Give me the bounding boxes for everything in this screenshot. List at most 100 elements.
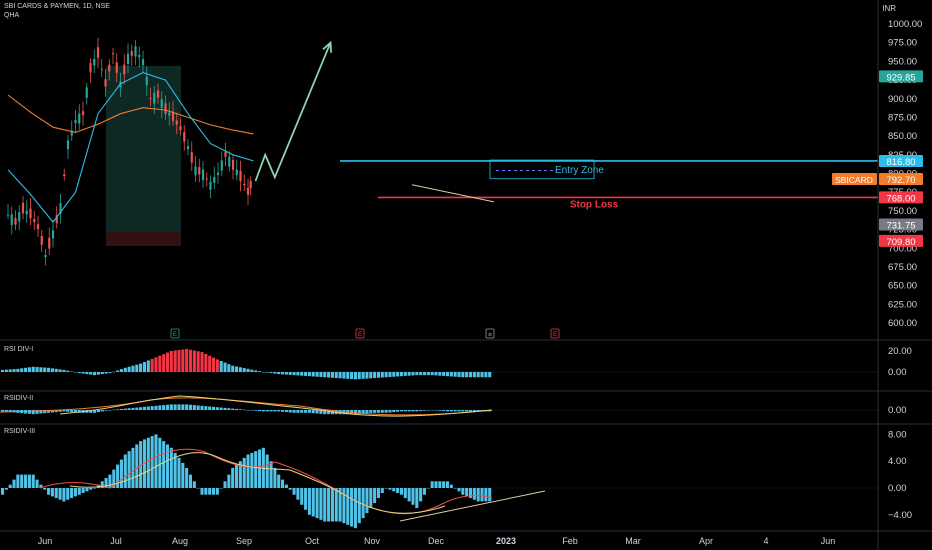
candle-body (186, 146, 190, 150)
rsi-div-2-bar (142, 406, 146, 410)
rsi-div-3-bar (185, 467, 189, 488)
rsi-div-2-bar (150, 406, 154, 410)
rsi3-signal-line (39, 448, 493, 515)
rsi-div-2-bar (77, 410, 81, 413)
rsi-div-2-bar (407, 410, 411, 412)
rsi-div-3-bar (223, 481, 227, 488)
x-axis-label: Apr (699, 536, 713, 546)
rsi-div-2-bar (411, 410, 415, 412)
rsi-div-2-bar (365, 410, 369, 414)
rsi-div-3-bar (250, 452, 254, 488)
x-axis-label: 2023 (496, 536, 516, 546)
rsi-div-3-bar (380, 488, 384, 494)
rsi-div-3-bar (415, 488, 419, 509)
candle-body (25, 210, 28, 215)
rsi-div-1-bar (81, 372, 85, 374)
rsi-div-3-bar (154, 434, 158, 488)
rsi-div-3-bar (62, 488, 66, 502)
candle-body (51, 230, 55, 239)
rsi-div-2-bar (181, 404, 185, 410)
rsi-div-2-bar (8, 410, 12, 413)
rsi-div-3-bar (327, 488, 331, 522)
rsi-div-1-bar (334, 372, 338, 379)
rsi-div-3-bar (24, 474, 28, 488)
rsi-div-2-bar (158, 405, 162, 410)
rsi-div-3-bar (196, 488, 200, 489)
rsi-div-3-bar (204, 488, 208, 495)
rsi-div-2-bar (319, 410, 323, 414)
candle-body (160, 99, 163, 108)
rsi-div-2-bar (415, 410, 419, 412)
rsi-div-1-bar (165, 352, 170, 372)
candle-body (89, 63, 92, 73)
candle-body (164, 103, 167, 114)
price-tick-label: 650.00 (888, 281, 917, 292)
price-tick-label: 850.00 (888, 131, 917, 142)
rsi-div-3-pane[interactable] (0, 434, 878, 529)
candle-body (243, 183, 246, 186)
rsi-div-1-bar (472, 372, 476, 378)
candle-body (231, 159, 235, 170)
rsi-div-3-bar (231, 467, 235, 488)
rsi-div-3-bar (457, 488, 461, 492)
price-tick-label: 900.00 (888, 94, 917, 105)
rsi-div-3-bar (150, 436, 154, 488)
candle-body (29, 208, 32, 219)
rsi-div-1-bar (304, 372, 308, 376)
rsi-div-3-bar (442, 481, 446, 488)
rsi-div-2-bar (246, 410, 250, 411)
ticker-badge (832, 172, 877, 185)
rsi-div-1-bar (89, 372, 93, 375)
rsi-div-2-bar (96, 410, 100, 413)
rsi-div-2-bar (123, 408, 127, 410)
rsi-div-3-bar (188, 474, 193, 488)
rsi-div-1-bar (330, 372, 334, 378)
rsi-div-3-bar (284, 484, 288, 488)
rsi-div-1-bar (338, 372, 342, 379)
rsi-div-1-bar (20, 368, 24, 372)
rsi-div-2-bar (357, 410, 361, 414)
candle-body (33, 218, 36, 223)
rsi-div-3-bar (369, 488, 373, 509)
x-axis-label: Feb (562, 536, 578, 546)
rsi-div-2-bar (288, 410, 292, 413)
rsi-div-2-bar (338, 410, 342, 415)
rsi-div-1-bar (392, 372, 396, 377)
rsi-div-3-bar (438, 481, 442, 488)
rsi-div-3-bar (334, 488, 338, 522)
price-label-badge (879, 70, 923, 83)
rsi-div-2-bar (58, 410, 62, 412)
rsi-div-2-bar (369, 410, 373, 413)
candle-body (6, 214, 10, 216)
price-pane[interactable]: Entry Zone Stop Loss E E ⌀ E (6, 37, 878, 339)
candle-body (36, 224, 40, 230)
rsi-div-2-bar (449, 410, 453, 412)
candle-body (115, 62, 118, 73)
candle-body (70, 130, 73, 136)
rsi-div-3-bar (85, 488, 89, 492)
rsi-div-3-bar (484, 488, 488, 502)
rsi-div-1-bar (54, 368, 58, 372)
rsi-div-2-bar (388, 410, 392, 413)
rsi-div-3-bar (365, 488, 369, 514)
rsi-div-2-tick-label: 0.00 (888, 405, 907, 416)
rsi-div-3-bar (169, 447, 173, 488)
candle-body (201, 169, 205, 181)
candle-body (228, 156, 231, 167)
rsi-div-1-pane[interactable] (0, 348, 878, 380)
position-stop-zone (106, 231, 181, 247)
candle-body (21, 202, 25, 214)
rsi-div-2-bar (258, 410, 262, 412)
rsi-div-2-bar (453, 410, 457, 412)
candle-body (149, 98, 152, 100)
rsi-div-1-bar (319, 372, 323, 377)
rsi-div-2-bar (227, 408, 231, 410)
rsi-div-2-bar (1, 410, 5, 412)
candle-body (100, 68, 103, 70)
candle-body (179, 126, 182, 131)
rsi-div-1-bar (139, 363, 143, 372)
rsi-div-2-pane[interactable] (0, 395, 878, 417)
price-label-badge (879, 218, 923, 231)
rsi-div-3-bar (215, 488, 219, 495)
rsi-div-1-bar (43, 367, 47, 372)
